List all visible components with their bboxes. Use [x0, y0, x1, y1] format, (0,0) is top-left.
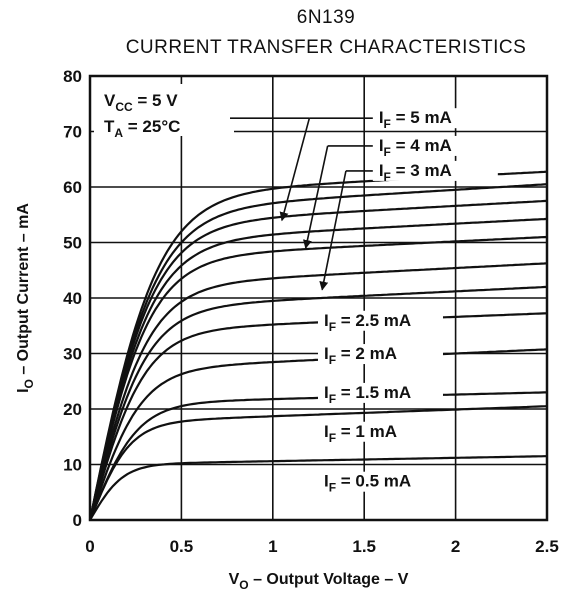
series-curve [89, 455, 547, 521]
series-curve [88, 183, 548, 521]
annotation-label: IF = 2 mA [324, 344, 397, 367]
y-tick-label: 40 [63, 289, 82, 308]
series-curve [88, 285, 548, 521]
x-tick-label: 2.5 [535, 537, 559, 556]
x-tick-label: 1 [268, 537, 277, 556]
annotation-backdrop [372, 135, 498, 156]
conditions-backdrop [94, 84, 234, 136]
y-tick-label: 70 [63, 123, 82, 142]
axis-labels: VO – Output Voltage – V IO – Output Curre… [15, 203, 409, 592]
series-curve [88, 405, 548, 521]
y-tick-label: 10 [63, 456, 82, 475]
series-curve [88, 235, 548, 521]
x-axis-label: VO – Output Voltage – V [229, 571, 409, 592]
conditions: VCC = 5 V TA = 25°C [94, 84, 310, 140]
y-tick-label: 30 [63, 345, 82, 364]
series-curve [88, 217, 548, 521]
annotation-label: IF = 2.5 mA [324, 311, 411, 334]
y-tick-label: 60 [63, 178, 82, 197]
annotation-label: IF = 1.5 mA [324, 383, 411, 406]
series-curve [88, 391, 547, 521]
tick-labels: 0 0.5 1 1.5 2 2.5 0 10 20 30 40 50 60 70 80 [63, 67, 559, 556]
y-tick-label: 0 [73, 511, 82, 530]
condition-label: TA = 25°C [104, 117, 180, 140]
annotation-backdrop [372, 108, 498, 129]
annotation-backdrop [317, 382, 443, 403]
series-curve [88, 199, 548, 521]
y-tick-label: 50 [63, 234, 82, 253]
x-tick-label: 1.5 [352, 537, 376, 556]
annotation-label: IF = 3 mA [379, 161, 452, 184]
y-tick-label: 20 [63, 400, 82, 419]
x-tick-label: 0.5 [170, 537, 194, 556]
x-tick-label: 0 [85, 537, 94, 556]
y-tick-label: 80 [63, 67, 82, 86]
annotation-label: IF = 0.5 mA [324, 472, 411, 495]
annotation-label: IF = 1 mA [324, 422, 397, 445]
annotation-label: IF = 4 mA [379, 136, 452, 159]
condition-label: VCC = 5 V [104, 91, 178, 114]
x-tick-label: 2 [451, 537, 460, 556]
plot-frame [88, 74, 549, 522]
annotation-backdrop [317, 471, 443, 492]
annotation-backdrop [317, 310, 443, 331]
y-axis-label: IO – Output Current – mA [15, 203, 36, 393]
annotation-arrow [302, 145, 329, 250]
annotation-arrow [319, 170, 347, 291]
chart-subtitle: CURRENT TRANSFER CHARACTERISTICS [126, 37, 527, 58]
annotation-arrow [279, 117, 311, 222]
series-curve [88, 262, 548, 521]
annotation-backdrop [317, 344, 443, 365]
annotation-backdrop [372, 160, 498, 181]
annotation-label: IF = 5 mA [379, 108, 452, 131]
chart-title: 6N139 [297, 7, 356, 28]
annotation-backdrop [317, 421, 443, 442]
